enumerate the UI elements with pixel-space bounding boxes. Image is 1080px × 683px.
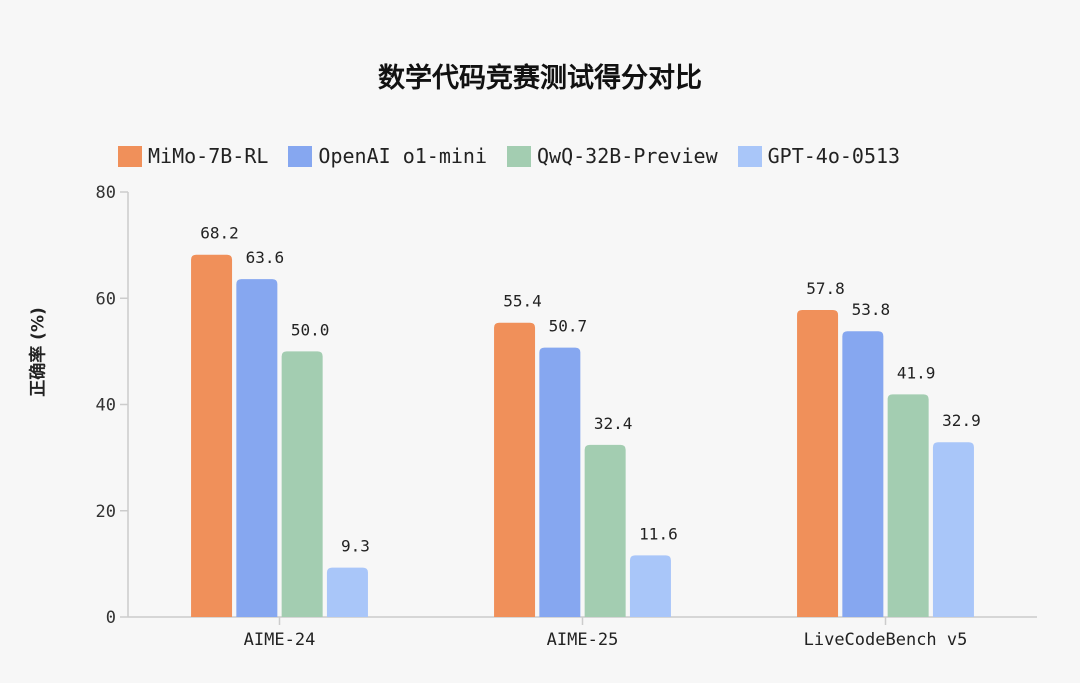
legend-item[interactable]: OpenAI o1-mini — [288, 144, 487, 168]
data-label: 53.8 — [852, 300, 891, 319]
legend-swatch — [737, 145, 762, 167]
data-label: 32.4 — [594, 414, 633, 433]
data-label: 50.7 — [549, 317, 588, 336]
bar — [842, 331, 884, 617]
legend-swatch — [288, 145, 313, 167]
bar — [539, 347, 581, 617]
bar — [281, 351, 323, 617]
legend-swatch — [507, 145, 531, 167]
legend-label: MiMo-7B-RL — [148, 144, 269, 168]
bar — [584, 444, 626, 617]
x-tick-label: AIME-25 — [547, 630, 619, 650]
legend-item[interactable]: GPT-4o-0513 — [737, 144, 901, 168]
bar — [236, 279, 278, 617]
bar — [629, 555, 671, 617]
y-tick-label: 60 — [96, 289, 116, 309]
y-tick-label: 40 — [96, 396, 116, 416]
data-label: 32.9 — [942, 411, 981, 430]
legend: MiMo-7B-RL OpenAI o1-mini QwQ-32B-Preview G… — [118, 144, 900, 168]
legend-label: QwQ-32B-Preview — [537, 144, 718, 168]
data-label: 9.3 — [341, 537, 370, 556]
data-label: 55.4 — [503, 292, 542, 311]
data-label: 50.0 — [291, 320, 330, 339]
legend-swatch — [118, 145, 142, 167]
x-tick-label: LiveCodeBench v5 — [804, 630, 968, 650]
bar — [797, 309, 839, 617]
legend-item[interactable]: MiMo-7B-RL — [118, 144, 268, 168]
data-label: 41.9 — [897, 363, 936, 382]
x-tick-label: AIME-24 — [244, 630, 316, 650]
y-tick-label: 80 — [96, 183, 116, 203]
legend-label: OpenAI o1-mini — [318, 144, 487, 168]
legend-item[interactable]: QwQ-32B-Preview — [507, 144, 718, 168]
y-tick-label: 20 — [96, 502, 116, 522]
bar — [932, 442, 974, 617]
bar — [191, 254, 233, 617]
bar — [494, 322, 536, 617]
y-tick-label: 0 — [106, 608, 116, 628]
data-label: 68.2 — [200, 224, 239, 243]
data-label: 11.6 — [639, 524, 678, 543]
legend-label: GPT-4o-0513 — [767, 144, 901, 168]
data-label: 57.8 — [806, 279, 845, 298]
bar — [326, 567, 368, 617]
chart-title: 数学代码竞赛测试得分对比 — [378, 63, 702, 94]
data-label: 63.6 — [246, 248, 285, 267]
bar — [887, 394, 929, 617]
